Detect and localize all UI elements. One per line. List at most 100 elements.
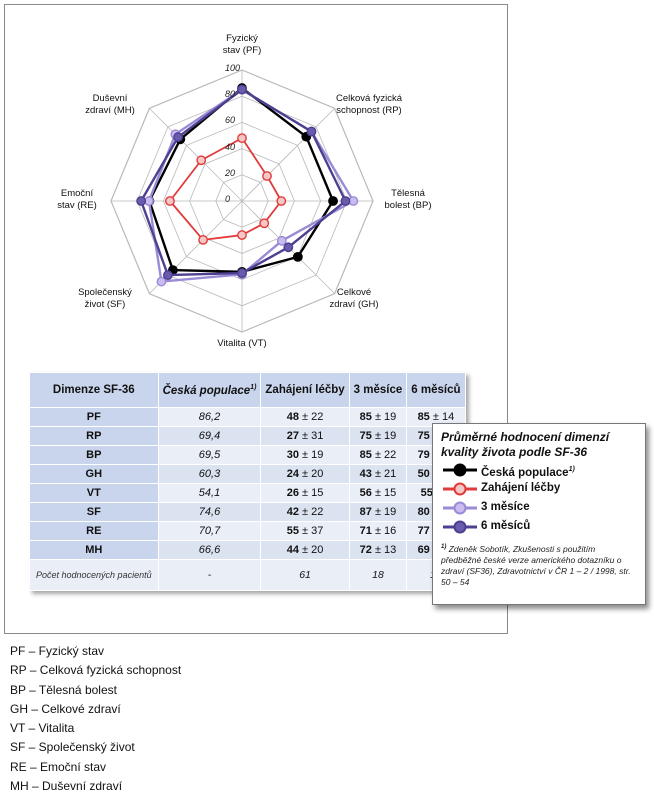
radial-tick-label: 20 xyxy=(225,167,236,178)
cell-3months: 75 ± 19 xyxy=(348,426,408,446)
legend-swatch xyxy=(443,520,477,534)
cell-dimension: SF xyxy=(29,502,159,522)
cell-dimension: BP xyxy=(29,445,159,465)
legend-item: 3 měsíce xyxy=(441,498,637,517)
cell-start: 55 ± 37 xyxy=(260,521,350,541)
cell-3months: 72 ± 13 xyxy=(348,540,408,560)
legend-swatch xyxy=(443,482,477,496)
grid-spoke xyxy=(241,108,335,202)
legend: Průměrné hodnocení dimenzí kvality život… xyxy=(432,423,646,605)
legend-label: 6 měsíců xyxy=(481,520,531,532)
data-point xyxy=(276,196,287,206)
data-point xyxy=(276,235,287,246)
axis-label-line: Tělesná xyxy=(391,188,425,199)
cell-start: 44 ± 20 xyxy=(260,540,350,560)
abbreviation-item: RE – Emoční stav xyxy=(10,759,107,774)
legend-label: 3 měsíce xyxy=(481,501,530,513)
data-point xyxy=(162,270,173,281)
series-line xyxy=(147,88,355,283)
legend-note-mark: 1) xyxy=(568,466,575,473)
abbreviation-list: PF – Fyzický stav RP – Celková fyzická sc… xyxy=(10,642,181,796)
cell-population: 54,1 xyxy=(157,483,262,503)
data-point xyxy=(262,171,272,181)
header-6months: 6 měsíců xyxy=(406,372,466,408)
axis-label-line: Vitalita (VT) xyxy=(217,338,267,349)
cell-dimension: RP xyxy=(29,426,159,446)
axis-label-line: Duševní xyxy=(92,93,128,104)
cell-count-population: - xyxy=(157,559,262,591)
data-point xyxy=(165,196,175,206)
header-dimension: Dimenze SF-36 xyxy=(29,372,159,408)
cell-count-label: Počet hodnocených pacientů xyxy=(29,559,159,591)
legend-swatch xyxy=(443,501,477,515)
header-population: Česká populace1) xyxy=(157,372,262,408)
abbreviation-item: SF – Společenský život xyxy=(10,740,135,755)
data-point xyxy=(173,132,183,142)
abbreviation-item: MH – Duševní zdraví xyxy=(10,779,123,794)
legend-footnote: 1) Zdeněk Sobotík, Zkušenosti s použitím… xyxy=(441,542,637,588)
radial-tick-label: 80 xyxy=(225,89,236,100)
data-point xyxy=(340,196,351,206)
data-point xyxy=(198,235,208,245)
cell-dimension: MH xyxy=(29,540,159,560)
axis-label-line: zdraví (MH) xyxy=(85,105,135,116)
grid-spoke xyxy=(149,108,243,202)
footnote-mark: 1) xyxy=(441,544,447,550)
radial-tick-label: 60 xyxy=(225,115,236,126)
cell-3months: 85 ± 22 xyxy=(348,445,408,465)
axis-label-line: Fyzický xyxy=(226,33,258,44)
radial-tick-label: 40 xyxy=(225,141,236,152)
axis-label-line: Emoční xyxy=(60,188,94,199)
cell-start: 48 ± 22 xyxy=(260,407,350,427)
abbreviation-item: RP – Celková fyzická schopnost xyxy=(10,663,182,678)
cell-start: 27 ± 31 xyxy=(260,426,350,446)
cell-dimension: GH xyxy=(29,464,159,484)
abbreviation-item: GH – Celkové zdraví xyxy=(10,701,121,716)
cell-population: 69,4 xyxy=(157,426,262,446)
axis-label-line: život (SF) xyxy=(84,299,126,310)
radial-tick-label: 100 xyxy=(225,63,241,73)
cell-3months: 85 ± 19 xyxy=(348,407,408,427)
radar-chart xyxy=(110,69,374,333)
cell-population: 60,3 xyxy=(157,464,262,484)
axis-label-line: Společenský xyxy=(78,287,132,298)
data-point xyxy=(237,230,247,240)
axis-label-bp: Tělesná bolest (BP) xyxy=(373,188,443,212)
stats-table: Dimenze SF-36 Česká populace1) Zahájení … xyxy=(29,372,466,591)
cell-start: 24 ± 20 xyxy=(260,464,350,484)
axis-label-rp: Celková fyzická schopnost (RP) xyxy=(324,93,414,117)
header-start: Zahájení léčby xyxy=(260,372,350,408)
cell-dimension: PF xyxy=(29,407,159,427)
data-point xyxy=(328,196,338,206)
axis-label-line: bolest (BP) xyxy=(384,200,432,211)
axis-label-line: stav (RE) xyxy=(57,200,97,211)
legend-rows: Česká populace1) Zahájení léčby 3 měsíce 6 … xyxy=(441,460,637,536)
table-row-patient-count: Počet hodnocených pacientů-611810 xyxy=(29,559,466,591)
axis-label-line: Celkové xyxy=(336,287,372,298)
cell-start: 30 ± 19 xyxy=(260,445,350,465)
axis-label-pf: Fyzický stav (PF) xyxy=(207,33,277,57)
series-line xyxy=(148,86,335,274)
cell-population: 66,6 xyxy=(157,540,262,560)
table-body: PF 86,2 48 ± 22 85 ± 19 85 ± 14 RP 69,4 27 ± 31… xyxy=(29,407,466,591)
cell-population: 70,7 xyxy=(157,521,262,541)
cell-count-start: 61 xyxy=(260,559,350,591)
axis-label-mh: Duševní zdraví (MH) xyxy=(75,93,145,117)
axis-label-sf: Společenský život (SF) xyxy=(65,287,145,311)
axis-label-line: schopnost (RP) xyxy=(336,105,402,116)
abbreviation-item: VT – Vitalita xyxy=(10,721,75,736)
axis-label-re: Emoční stav (RE) xyxy=(42,188,112,212)
axis-label-vt: Vitalita (VT) xyxy=(202,338,282,350)
cell-start: 42 ± 22 xyxy=(260,502,350,522)
cell-population: 69,5 xyxy=(157,445,262,465)
data-point xyxy=(156,276,167,287)
abbreviation-item: PF – Fyzický stav xyxy=(10,644,105,658)
cell-dimension: RE xyxy=(29,521,159,541)
